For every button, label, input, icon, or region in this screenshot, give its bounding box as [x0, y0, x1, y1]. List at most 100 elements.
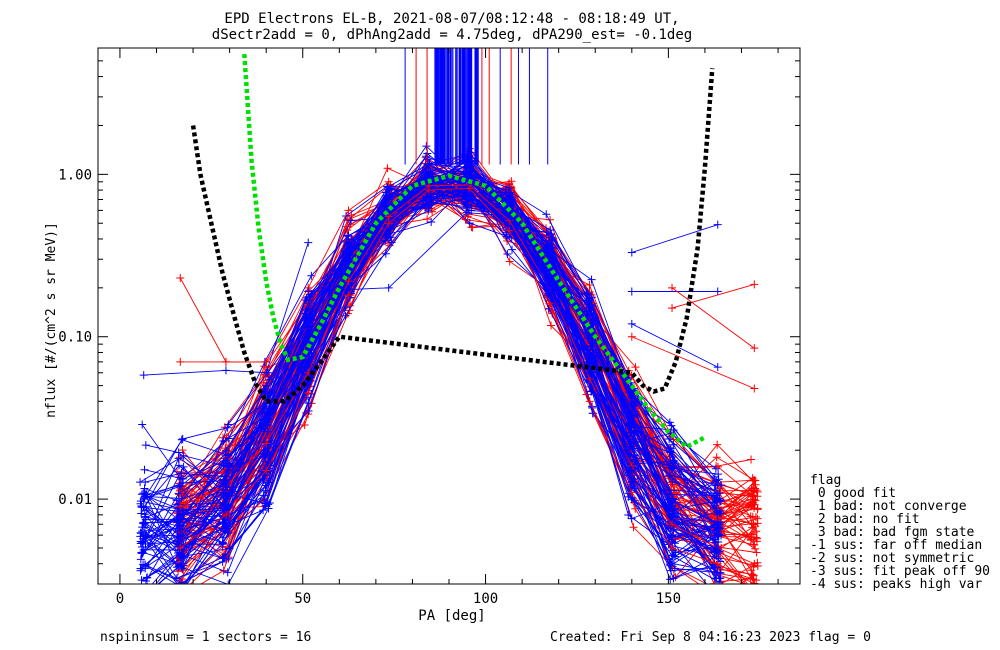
series-point	[502, 232, 511, 241]
series-point	[138, 420, 147, 429]
series-point	[710, 563, 719, 572]
series-point	[626, 428, 635, 437]
series-point	[179, 474, 188, 483]
series-point	[668, 510, 677, 519]
y-tick-label: 0.01	[58, 492, 92, 508]
series-point	[176, 273, 185, 282]
series-point	[262, 466, 271, 475]
series-point	[261, 486, 270, 495]
series-point	[746, 536, 755, 545]
series-point	[667, 498, 676, 507]
series-point	[715, 578, 724, 584]
series-point	[141, 478, 150, 487]
series-point	[750, 540, 759, 549]
series-point	[218, 557, 227, 566]
blue-sector-curve	[140, 170, 722, 598]
series-point	[668, 304, 677, 313]
series-line	[671, 287, 755, 349]
series-point	[546, 225, 555, 234]
series-point	[753, 534, 762, 543]
series-point	[713, 440, 722, 449]
series-point	[224, 529, 233, 538]
flag-legend-item: -4 sus: peaks high var	[810, 577, 982, 592]
series-point	[174, 448, 183, 457]
series-point	[137, 509, 146, 518]
series-point	[262, 406, 271, 415]
series-point	[671, 498, 680, 507]
outlier-curve	[627, 287, 722, 296]
series-point	[262, 381, 271, 390]
series-point	[139, 371, 148, 380]
series-point	[628, 405, 637, 414]
series-point	[221, 446, 230, 455]
series-point	[505, 257, 514, 266]
series-point	[300, 421, 309, 430]
series-point	[137, 548, 146, 557]
series-point	[713, 543, 722, 552]
green-fit-curve	[242, 53, 706, 450]
series-point	[177, 494, 186, 503]
series-point	[747, 570, 756, 579]
series-point	[713, 559, 722, 568]
series-point	[506, 188, 515, 197]
series-point	[174, 567, 183, 576]
x-tick-label: 150	[656, 591, 681, 607]
series-point	[752, 548, 761, 557]
series-point	[174, 461, 183, 470]
series-point	[753, 505, 762, 514]
y-tick-label: 0.10	[58, 330, 92, 346]
series-point	[175, 593, 183, 601]
series-point	[713, 220, 722, 229]
series-point	[716, 518, 725, 527]
series-point	[585, 281, 594, 290]
red-series	[176, 184, 759, 584]
series-point	[260, 495, 269, 504]
series-point	[668, 520, 677, 529]
series-point	[140, 590, 148, 598]
flag-legend-item: 1 bad: not converge	[810, 499, 967, 514]
series-point	[136, 566, 145, 575]
series-point	[176, 532, 185, 541]
y-tick-label: 1.00	[58, 167, 92, 183]
series-point	[384, 190, 393, 199]
series-point	[173, 593, 181, 601]
footer-right-text: Created: Fri Sep 8 04:16:23 2023 flag = …	[550, 630, 871, 645]
series-point	[384, 177, 393, 186]
series-point	[585, 397, 594, 406]
series-point	[344, 291, 353, 300]
outlier-curve	[668, 283, 759, 353]
series-point	[219, 519, 228, 528]
series-point	[218, 524, 227, 533]
series-point	[713, 287, 722, 296]
series-point	[174, 489, 183, 498]
outlier-curve	[627, 332, 759, 393]
series-point	[666, 575, 675, 584]
series-point	[258, 474, 267, 483]
series-point	[462, 194, 471, 203]
y-axis-label: nflux [#/(cm^2 s sr MeV)]	[44, 222, 59, 418]
series-point	[179, 451, 188, 460]
series-point	[262, 439, 271, 448]
series-point	[385, 225, 394, 234]
series-point	[714, 470, 723, 479]
series-point	[344, 244, 353, 253]
series-point	[547, 255, 556, 264]
series-point	[713, 494, 722, 503]
series-point	[221, 482, 230, 491]
series-point	[463, 200, 472, 209]
series-point	[547, 229, 556, 238]
series-point	[631, 363, 640, 372]
series-point	[712, 453, 721, 462]
series-point	[341, 303, 350, 312]
series-point	[219, 491, 228, 500]
series-point	[221, 450, 230, 459]
series-point	[746, 512, 755, 521]
blue-sector-curve	[138, 154, 722, 489]
series-point	[668, 477, 677, 486]
blue-series	[139, 172, 722, 552]
series-point	[501, 228, 510, 237]
flag-legend-item: -2 sus: not symmetric	[810, 551, 974, 566]
outlier-curve	[627, 319, 722, 372]
series-point	[140, 593, 148, 601]
